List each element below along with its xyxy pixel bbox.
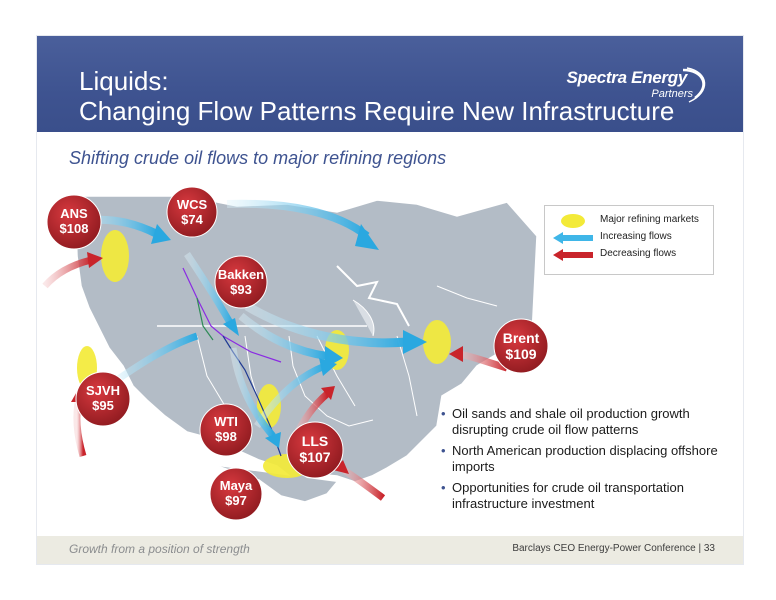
price-label-wcs: WCS $74 xyxy=(162,197,222,228)
price-marker-ans xyxy=(46,194,102,250)
logo-swoosh-icon xyxy=(682,67,706,103)
arrowhead xyxy=(355,224,379,250)
arrowhead xyxy=(319,358,337,376)
price-label-ans: ANS $108 xyxy=(44,206,104,237)
price-label-wti: WTI $98 xyxy=(196,414,256,445)
refining-markets xyxy=(77,230,451,478)
price-markers xyxy=(46,186,549,521)
marker-name: Bakken xyxy=(217,267,265,282)
company-logo: Spectra Energy Partners xyxy=(563,64,713,116)
north-america-map xyxy=(74,195,538,503)
marker-name: LLS xyxy=(301,433,329,449)
marker-price: $97 xyxy=(225,493,247,508)
slide-title-line-2: Changing Flow Patterns Require New Infra… xyxy=(79,96,675,126)
price-marker-bakken xyxy=(214,255,268,309)
flow-arrow-bakken-east xyxy=(244,302,408,348)
arrowhead xyxy=(265,432,281,448)
blue-arrow-icon xyxy=(553,232,593,244)
price-label-bakken: Bakken $93 xyxy=(211,267,271,298)
slide-title-line-1: Liquids: xyxy=(79,66,169,96)
flow-arrow-gulf-to-midwest xyxy=(254,362,327,428)
marker-price: $108 xyxy=(59,221,89,236)
marker-price: $109 xyxy=(505,346,537,362)
marker-price: $74 xyxy=(181,212,203,227)
yellow-ellipse-icon xyxy=(561,214,585,228)
refining-market-east-coast xyxy=(423,320,451,364)
crude-flow-map xyxy=(42,186,549,521)
price-label-lls: LLS $107 xyxy=(285,433,345,466)
legend-label: Decreasing flows xyxy=(600,248,677,259)
price-marker-sjvh xyxy=(75,371,131,427)
logo-sub-text: Partners xyxy=(651,88,693,100)
flow-arrow-ans-decreasing xyxy=(42,256,92,289)
marker-name: WCS xyxy=(176,197,208,212)
footer-tagline: Growth from a position of strength xyxy=(69,542,250,556)
price-marker-maya xyxy=(209,467,263,521)
price-marker-lls xyxy=(286,421,344,479)
key-points-list: Oil sands and shale oil production growt… xyxy=(441,406,741,517)
flow-arrow-bakken-southeast xyxy=(238,312,328,360)
arrowhead xyxy=(87,252,103,268)
bullet-item: North American production displacing off… xyxy=(441,443,741,475)
slide: Liquids: Changing Flow Patterns Require … xyxy=(37,36,743,564)
red-arrow-icon xyxy=(553,249,593,261)
marker-price: $93 xyxy=(230,282,252,297)
marker-name: Maya xyxy=(219,478,253,493)
price-label-sjvh: SJVH $95 xyxy=(73,383,133,414)
bullet-item: Opportunities for crude oil transportati… xyxy=(441,480,741,512)
bullet-item: Oil sands and shale oil production growt… xyxy=(441,406,741,438)
price-label-maya: Maya $97 xyxy=(206,478,266,509)
price-marker-wti xyxy=(199,403,253,457)
marker-price: $95 xyxy=(92,398,114,413)
price-label-brent: Brent $109 xyxy=(491,330,551,363)
footer-conference-page: Barclays CEO Energy-Power Conference | 3… xyxy=(512,543,715,554)
marker-price: $98 xyxy=(215,429,237,444)
arrowhead xyxy=(403,330,427,354)
price-marker-brent xyxy=(493,318,549,374)
arrowhead xyxy=(321,386,335,400)
flow-arrow-midcon-to-gulf xyxy=(229,347,276,439)
arrowhead xyxy=(333,460,349,474)
legend-label: Increasing flows xyxy=(600,231,672,242)
arrowhead xyxy=(449,346,463,362)
slide-subtitle: Shifting crude oil flows to major refini… xyxy=(69,148,447,168)
marker-name: Brent xyxy=(502,330,540,346)
arrowhead xyxy=(223,318,239,336)
marker-price: $107 xyxy=(299,449,331,465)
price-marker-wcs xyxy=(166,186,218,238)
marker-name: SJVH xyxy=(86,383,120,398)
marker-name: WTI xyxy=(214,414,238,429)
header-bar: Liquids: Changing Flow Patterns Require … xyxy=(37,36,743,132)
legend-label: Major refining markets xyxy=(600,214,699,225)
flow-arrow-wcs-east xyxy=(226,199,370,240)
arrowhead xyxy=(151,224,171,244)
logo-brand-text: Spectra Energy xyxy=(566,68,687,87)
footer-bar: Growth from a position of strength Barcl… xyxy=(37,536,743,564)
marker-name: ANS xyxy=(60,206,88,221)
map-legend: Major refining markets Increasing flows … xyxy=(544,205,714,275)
refining-market-alaska xyxy=(101,230,129,282)
